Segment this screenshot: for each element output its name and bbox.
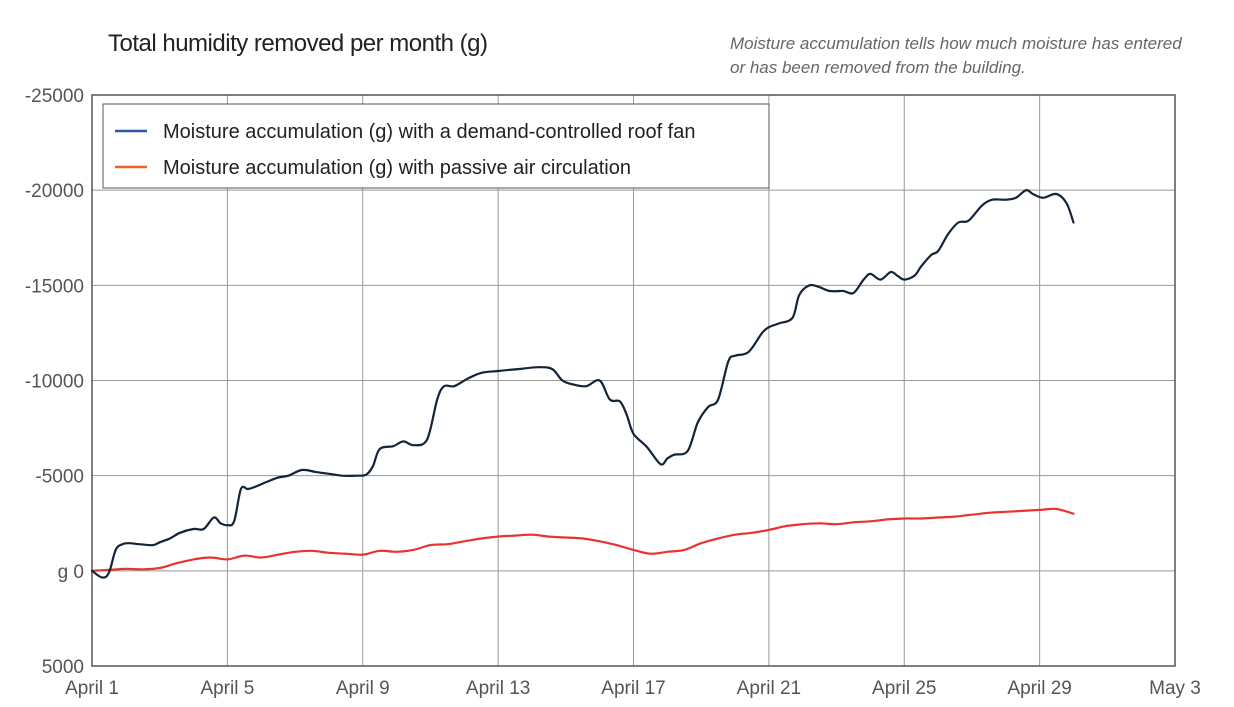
plot-frame [91, 94, 1176, 667]
legend: Moisture accumulation (g) with a demand-… [102, 103, 770, 189]
x-tick-label: April 13 [466, 678, 530, 699]
y-tick-label: 5000 [42, 657, 84, 678]
x-tick-label: April 29 [1007, 678, 1071, 699]
y-tick-label: g 0 [58, 562, 84, 583]
x-tick-label: April 17 [601, 678, 665, 699]
legend-label: Moisture accumulation (g) with passive a… [163, 157, 631, 179]
series-line-roof-fan [90, 189, 1075, 579]
y-tick-label: -5000 [35, 467, 84, 488]
x-tick-label: April 9 [336, 678, 390, 699]
y-tick-label: -20000 [25, 181, 84, 202]
x-axis: April 1 April 5 April 9 April 13 April 17 Apr… [65, 678, 1201, 699]
chart-title: Total humidity removed per month (g) [108, 30, 488, 57]
legend-label: Moisture accumulation (g) with a demand-… [163, 121, 695, 143]
y-tick-label: -15000 [25, 276, 84, 297]
y-axis: -25000 -20000 -15000 -10000 -5000 g 0 5000 [25, 86, 84, 678]
x-tick-label: April 1 [65, 678, 119, 699]
y-tick-label: -10000 [25, 372, 84, 393]
x-tick-label: April 5 [200, 678, 254, 699]
legend-box [102, 103, 770, 189]
x-tick-label: May 3 [1149, 678, 1201, 699]
y-tick-label: -25000 [25, 86, 84, 107]
series-line-passive [90, 507, 1075, 572]
series [90, 189, 1075, 579]
x-tick-label: April 21 [737, 678, 801, 699]
x-tick-label: April 25 [872, 678, 936, 699]
chart-subtitle: Moisture accumulation tells how much moi… [730, 34, 1182, 77]
